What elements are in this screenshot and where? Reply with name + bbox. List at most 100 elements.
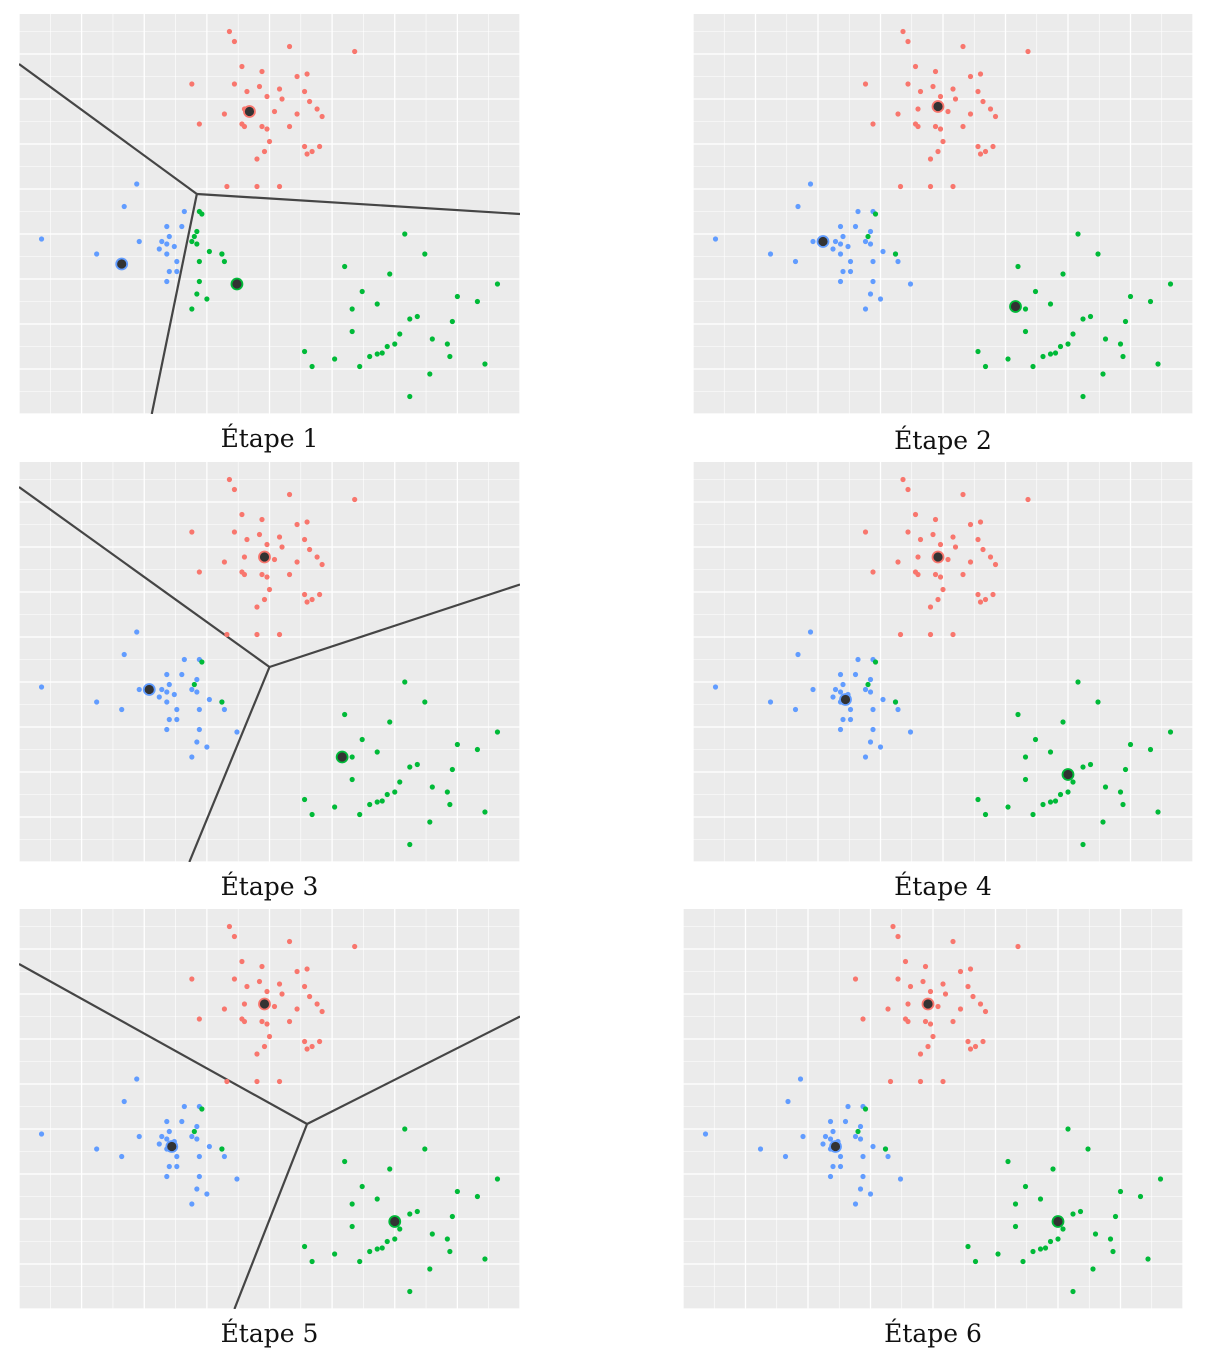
data-point xyxy=(990,143,996,150)
data-point xyxy=(119,1153,125,1160)
data-point xyxy=(1042,1245,1049,1251)
data-point xyxy=(840,681,846,688)
data-point xyxy=(1022,328,1029,335)
data-point xyxy=(1025,496,1031,503)
data-point xyxy=(359,736,365,743)
data-point xyxy=(194,291,200,297)
data-point xyxy=(1005,804,1011,810)
data-point xyxy=(1087,313,1094,320)
centroid-marker xyxy=(839,693,852,706)
data-point xyxy=(271,556,278,563)
data-point xyxy=(950,1018,956,1025)
data-point xyxy=(860,1153,866,1160)
data-point xyxy=(191,233,197,240)
data-point xyxy=(239,63,245,70)
voronoi-boundary xyxy=(269,583,520,669)
data-point xyxy=(166,681,172,688)
data-point xyxy=(166,1163,172,1170)
data-point xyxy=(219,1146,225,1152)
data-point xyxy=(940,1078,946,1085)
data-point xyxy=(231,529,238,535)
data-point xyxy=(294,521,300,528)
data-point xyxy=(1022,306,1029,312)
data-point xyxy=(995,1251,1001,1257)
data-point xyxy=(226,28,233,35)
data-point xyxy=(1122,318,1129,325)
data-point xyxy=(1155,361,1161,367)
data-point xyxy=(392,1236,398,1242)
data-point xyxy=(1022,776,1029,783)
data-point xyxy=(241,554,248,560)
data-point xyxy=(342,1158,348,1165)
data-point xyxy=(937,93,944,100)
data-point xyxy=(952,96,959,102)
data-point xyxy=(882,1146,889,1152)
data-point xyxy=(407,1288,413,1295)
data-point xyxy=(820,1141,826,1147)
plot-area xyxy=(693,14,1193,414)
data-point xyxy=(872,211,879,217)
data-point xyxy=(712,236,719,242)
data-point xyxy=(264,988,270,995)
data-point xyxy=(977,1001,984,1007)
data-point xyxy=(1047,301,1054,307)
data-point xyxy=(970,993,976,1000)
data-point xyxy=(957,1006,964,1012)
data-point xyxy=(1040,801,1046,808)
data-point xyxy=(402,1126,408,1132)
data-point xyxy=(407,1211,413,1217)
data-point xyxy=(276,86,283,92)
data-point xyxy=(259,571,265,578)
data-point xyxy=(264,1021,270,1027)
data-point xyxy=(317,143,323,150)
centroid-marker xyxy=(258,997,271,1011)
data-point xyxy=(332,356,338,362)
data-point xyxy=(940,981,946,987)
plot-area xyxy=(19,909,520,1309)
data-point xyxy=(309,596,315,603)
panel-step-3: Étape 3 xyxy=(19,462,520,907)
data-point xyxy=(276,534,283,540)
data-point xyxy=(286,938,293,945)
data-point xyxy=(317,591,323,598)
data-point xyxy=(38,236,45,242)
data-point xyxy=(254,604,260,610)
data-point xyxy=(259,1018,265,1025)
data-point xyxy=(935,596,941,603)
data-point xyxy=(950,938,956,945)
scatter-plot xyxy=(683,909,1183,1309)
data-point xyxy=(264,541,270,548)
data-point xyxy=(932,123,939,130)
data-point xyxy=(199,211,205,217)
centroid-marker xyxy=(388,1215,402,1228)
data-point xyxy=(317,1038,323,1045)
data-point xyxy=(164,1173,170,1180)
data-point xyxy=(905,1001,911,1007)
data-point xyxy=(206,696,212,703)
data-point xyxy=(1117,341,1124,347)
data-point xyxy=(449,766,455,773)
data-point xyxy=(712,684,719,690)
data-point xyxy=(837,223,844,230)
data-point xyxy=(867,291,874,297)
data-point xyxy=(927,156,934,162)
panel-step-5: Étape 5 xyxy=(19,909,520,1354)
data-point xyxy=(1052,798,1059,804)
data-point xyxy=(1147,298,1154,305)
data-point xyxy=(1100,819,1106,825)
data-point xyxy=(1025,48,1031,55)
panel-step-1: Étape 1 xyxy=(19,14,520,459)
data-point xyxy=(927,988,934,995)
centroid-marker xyxy=(1061,768,1075,781)
data-point xyxy=(359,1183,365,1190)
data-point xyxy=(905,1018,911,1025)
data-point xyxy=(319,561,325,568)
data-point xyxy=(309,811,315,818)
data-point xyxy=(1065,341,1071,347)
data-point xyxy=(234,729,240,735)
scatter-plot xyxy=(19,909,520,1309)
data-point xyxy=(967,1046,974,1052)
data-point xyxy=(159,686,165,693)
data-point xyxy=(907,729,914,735)
data-point xyxy=(930,531,936,538)
